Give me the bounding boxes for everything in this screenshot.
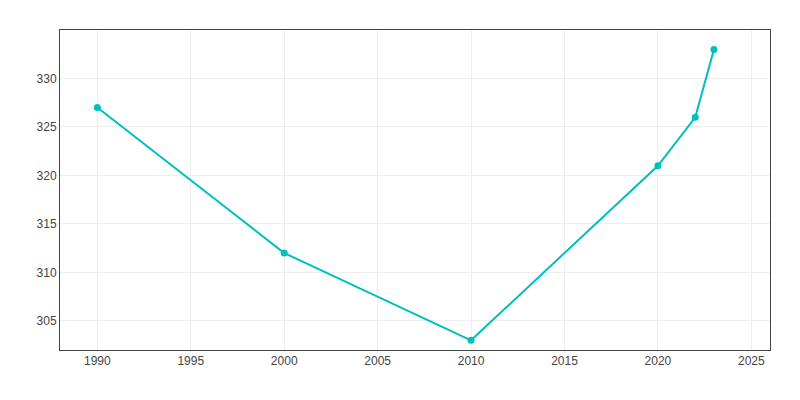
svg-text:2005: 2005 [364, 354, 391, 368]
svg-text:305: 305 [37, 314, 57, 328]
svg-text:315: 315 [37, 217, 57, 231]
svg-text:1990: 1990 [84, 354, 111, 368]
svg-text:2015: 2015 [551, 354, 578, 368]
svg-text:2020: 2020 [645, 354, 672, 368]
svg-text:2000: 2000 [271, 354, 298, 368]
svg-text:1995: 1995 [177, 354, 204, 368]
svg-text:320: 320 [37, 169, 57, 183]
svg-text:325: 325 [37, 120, 57, 134]
svg-text:2010: 2010 [458, 354, 485, 368]
svg-text:310: 310 [37, 266, 57, 280]
svg-text:2025: 2025 [738, 354, 765, 368]
svg-text:330: 330 [37, 72, 57, 86]
